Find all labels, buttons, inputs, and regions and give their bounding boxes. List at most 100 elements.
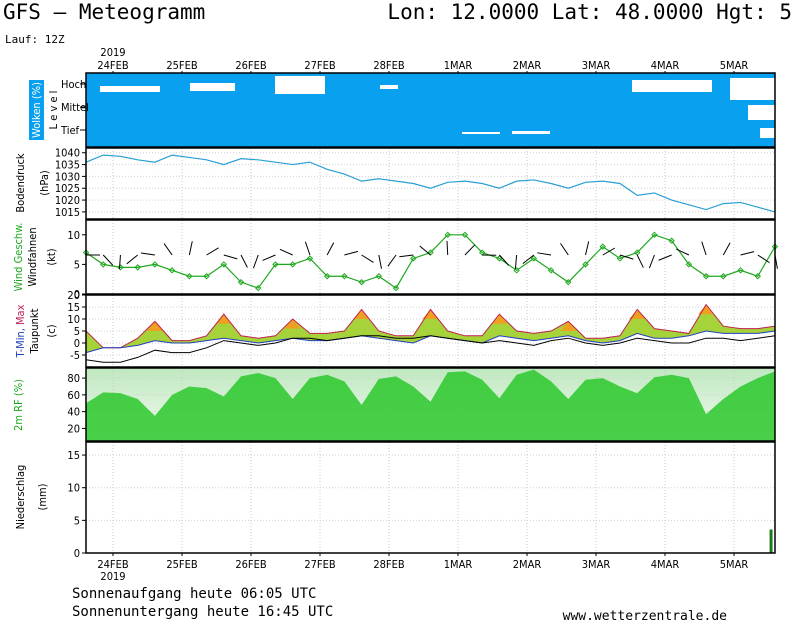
wind-barb: [326, 242, 335, 256]
wind-barb: [740, 251, 755, 256]
wind-barb: [560, 243, 569, 256]
wind-speed-point: [737, 267, 744, 274]
wind-barb: [757, 254, 770, 264]
y-tick-label: 60: [67, 389, 80, 402]
clouds-label-background: [29, 80, 44, 140]
wind-speed-point: [392, 284, 400, 292]
y-tick-label: 10: [67, 229, 80, 242]
temperature-range-area: [86, 304, 775, 353]
cloud-level-label: Tief: [60, 124, 80, 137]
wind-barb: [464, 244, 476, 256]
temperature-max-peak: [560, 321, 577, 331]
wind-barb: [188, 241, 193, 256]
wind-speed-point: [599, 243, 606, 250]
wind-barb: [499, 254, 510, 266]
cloud-clear-patch: [512, 131, 550, 134]
date-label-bottom: 28FEB: [373, 558, 405, 571]
date-label-bottom: 25FEB: [166, 558, 198, 571]
pressure-panel-label: Bodendruck: [14, 153, 27, 213]
panel-frame: [85, 219, 776, 295]
temperature-max-peak: [146, 321, 163, 331]
wind-speed-point: [478, 249, 486, 256]
temperature-max-peak: [422, 309, 439, 319]
credit-link[interactable]: www.wetterzentrale.de: [562, 609, 727, 624]
wind-barb: [304, 241, 311, 256]
date-label-bottom: 2MAR: [513, 558, 542, 571]
wind-barb: [514, 254, 518, 269]
wind-barb: [419, 245, 431, 256]
wind-speed-point: [100, 261, 107, 268]
cloud-clear-patch: [190, 83, 235, 91]
humidity-panel-label: 2m RF (%): [12, 379, 25, 431]
wind-barb: [240, 254, 248, 268]
wind-speed-point: [220, 261, 228, 268]
wind-barb: [102, 254, 114, 266]
panel-frame: [85, 147, 776, 220]
panel-frame: [85, 367, 776, 442]
y-tick-label: 40: [67, 406, 80, 419]
cloud-clear-patch: [100, 86, 160, 92]
date-label-bottom: 26FEB: [235, 558, 267, 571]
cloud-clear-patch: [632, 80, 712, 92]
temperature-max-peak: [284, 319, 301, 329]
wind-barb: [722, 242, 731, 256]
wind-barb: [163, 243, 173, 256]
wind-speed-point: [358, 278, 365, 286]
wind-speed-point: [702, 273, 710, 280]
precipitation-unit-label: (mm): [36, 483, 49, 510]
y-tick-label: 0: [74, 547, 80, 560]
date-label-top: 26FEB: [235, 59, 267, 72]
dewpoint-line: [85, 335, 776, 363]
cloud-level-label: Mittel: [61, 101, 89, 114]
cloud-level-axis-title: L e v e l: [47, 91, 60, 130]
panel-frame: [85, 441, 776, 554]
wind-speed-point: [444, 231, 451, 239]
date-label-top: 25FEB: [166, 59, 198, 72]
model-run-label: Lauf: 12Z: [5, 33, 65, 46]
wind-speed-point: [720, 273, 727, 280]
cloud-clear-patch: [462, 132, 500, 134]
wind-barb: [658, 254, 672, 261]
sunset-text: Sonnenuntergang heute 16:45 UTC: [72, 604, 334, 620]
date-label-top: 27FEB: [304, 59, 336, 72]
wind-barb: [378, 254, 382, 269]
y-tick-label: 1025: [55, 182, 80, 195]
date-label-top: 2MAR: [513, 59, 542, 72]
year-label-top: 2019: [100, 46, 125, 59]
wind-speed-point: [668, 237, 675, 244]
wind-speed-line: [85, 234, 776, 289]
wind-barb: [387, 254, 397, 267]
pressure-series-line: [85, 154, 776, 213]
wind-speed-point: [237, 278, 245, 286]
y-tick-label: 5: [74, 514, 80, 527]
cloud-clear-patch: [380, 85, 398, 89]
date-label-top: 4MAR: [651, 59, 680, 72]
wind-speed-point: [306, 255, 314, 262]
temperature-max-peak: [491, 314, 508, 324]
wind-speed-point: [547, 267, 555, 274]
location-coordinates: Lon: 12.0000 Lat: 48.0000 Hgt: 5: [387, 0, 792, 24]
wind-barb: [279, 248, 293, 256]
date-label-bottom: 24FEB: [97, 558, 129, 571]
wind-barb: [537, 252, 552, 256]
wind-barb: [585, 241, 590, 256]
panel-frame: [85, 294, 776, 368]
temperature-panel-label: T-Min, Max: [14, 304, 27, 358]
y-tick-label: 1035: [55, 159, 80, 172]
y-tick-label: 15: [67, 449, 80, 462]
wind-speed-point: [616, 255, 624, 262]
cloud-level-label: Hoch: [61, 78, 86, 91]
wind-speed-point: [754, 273, 761, 280]
y-tick-label: 15: [67, 301, 80, 314]
page-title: GFS – Meteogramm: [3, 0, 206, 24]
wind-speed-point: [375, 273, 383, 280]
date-label-bottom: 5MAR: [720, 558, 749, 571]
wind-barb: [206, 247, 219, 256]
date-label-bottom: 3MAR: [582, 558, 611, 571]
date-label-top: 1MAR: [444, 59, 473, 72]
y-tick-label: -5: [70, 349, 80, 362]
temperature-min-label: T-Min,: [14, 325, 27, 358]
wind-speed-point: [633, 249, 641, 256]
cloud-clear-patch: [748, 105, 775, 120]
